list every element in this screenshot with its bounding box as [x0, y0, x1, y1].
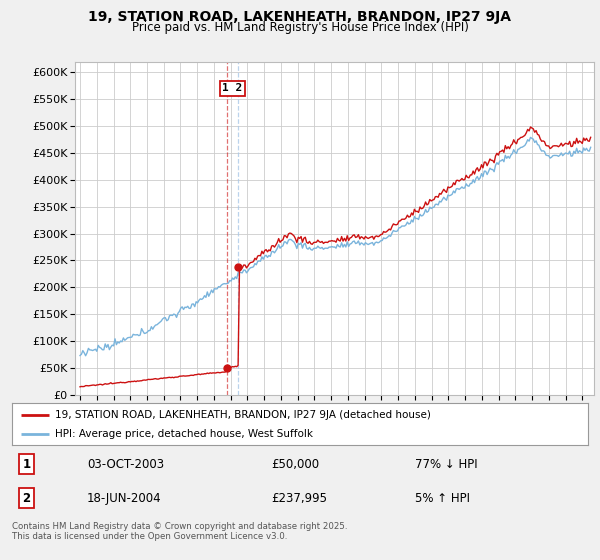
Text: 2: 2 — [22, 492, 31, 505]
Text: 77% ↓ HPI: 77% ↓ HPI — [415, 458, 478, 470]
Text: HPI: Average price, detached house, West Suffolk: HPI: Average price, detached house, West… — [55, 429, 313, 439]
Text: 19, STATION ROAD, LAKENHEATH, BRANDON, IP27 9JA (detached house): 19, STATION ROAD, LAKENHEATH, BRANDON, I… — [55, 409, 431, 419]
Text: Price paid vs. HM Land Registry's House Price Index (HPI): Price paid vs. HM Land Registry's House … — [131, 21, 469, 34]
Text: 5% ↑ HPI: 5% ↑ HPI — [415, 492, 470, 505]
Text: 1: 1 — [22, 458, 31, 470]
Text: 19, STATION ROAD, LAKENHEATH, BRANDON, IP27 9JA: 19, STATION ROAD, LAKENHEATH, BRANDON, I… — [89, 10, 511, 24]
Text: 1 2: 1 2 — [223, 83, 242, 94]
Text: £50,000: £50,000 — [271, 458, 319, 470]
Text: £237,995: £237,995 — [271, 492, 327, 505]
Text: Contains HM Land Registry data © Crown copyright and database right 2025.
This d: Contains HM Land Registry data © Crown c… — [12, 522, 347, 542]
Text: 18-JUN-2004: 18-JUN-2004 — [87, 492, 161, 505]
Text: 03-OCT-2003: 03-OCT-2003 — [87, 458, 164, 470]
